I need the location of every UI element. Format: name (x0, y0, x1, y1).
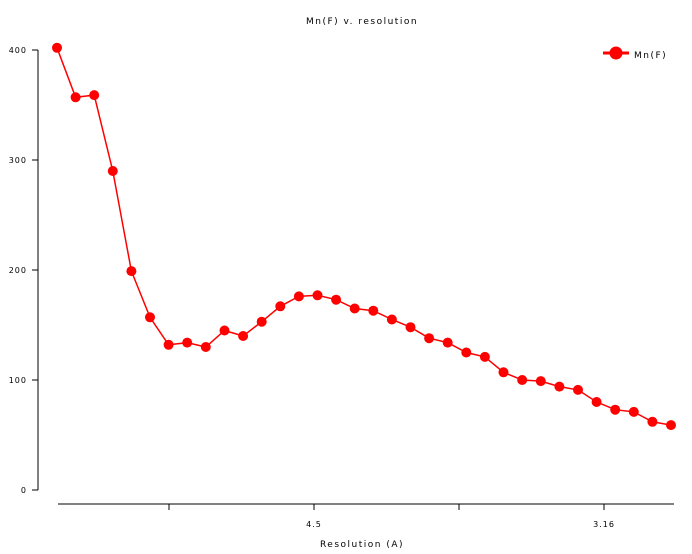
data-point (368, 305, 379, 316)
data-point (386, 314, 397, 325)
data-point (424, 333, 435, 344)
data-point (442, 337, 453, 348)
data-point (666, 420, 676, 431)
data-point (126, 266, 137, 277)
data-point (70, 92, 81, 103)
data-point (591, 397, 602, 407)
y-tick-label: 100 (9, 376, 27, 385)
data-point (312, 290, 323, 301)
data-point (256, 316, 267, 327)
data-point (275, 301, 286, 312)
data-point (554, 381, 565, 392)
y-tick-label: 200 (9, 266, 27, 275)
data-point (52, 42, 62, 53)
data-point (219, 325, 230, 336)
data-point (535, 376, 546, 387)
data-point (200, 342, 211, 352)
data-point (479, 351, 490, 362)
data-point (517, 375, 528, 385)
data-point (107, 166, 118, 176)
data-point (647, 416, 658, 427)
legend: Mn(F) (603, 46, 667, 61)
x-tick-label: 3.16 (593, 520, 615, 529)
data-point (610, 404, 621, 415)
data-point (293, 291, 304, 302)
data-point (573, 384, 583, 395)
x-tick-label: 4.5 (306, 520, 322, 529)
data-point (145, 312, 155, 323)
series-line (56, 47, 672, 426)
data-point (498, 367, 509, 378)
data-point (461, 347, 472, 358)
legend-label: Mn(F) (634, 51, 667, 61)
data-point (163, 339, 174, 350)
data-point (89, 90, 100, 101)
data-point (182, 337, 193, 348)
data-point (238, 331, 249, 341)
y-tick-label: 300 (9, 156, 27, 165)
data-point (331, 294, 342, 305)
data-point (405, 322, 416, 333)
legend-swatch-marker (609, 46, 623, 60)
x-axis-label: Resolution (A) (320, 540, 404, 550)
data-point (628, 406, 639, 417)
chart-title: Mn(F) v. resolution (306, 17, 418, 27)
y-tick-label: 400 (9, 46, 27, 55)
data-point (349, 303, 360, 314)
y-tick-label: 0 (21, 486, 27, 495)
